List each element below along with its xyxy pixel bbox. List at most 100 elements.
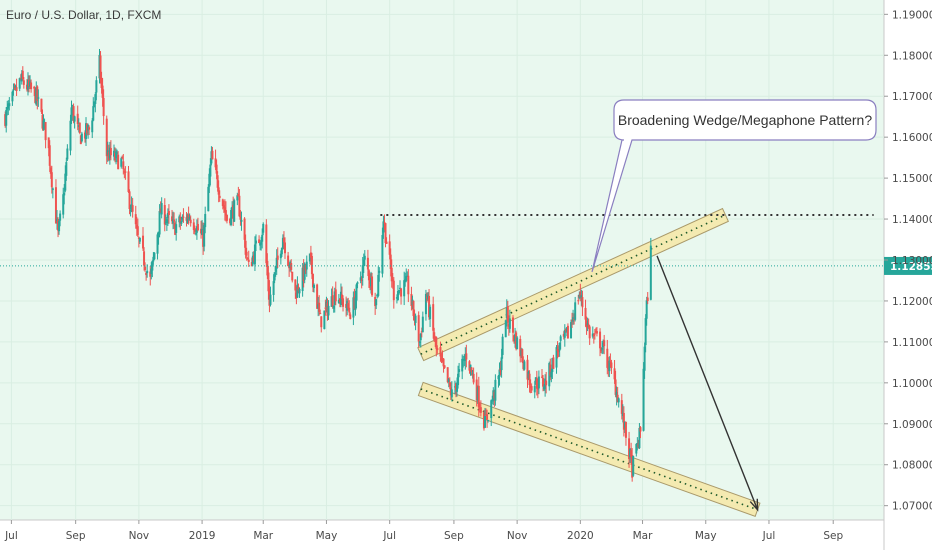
candle-body [251,255,254,265]
candle-body [585,320,588,328]
candle-body [642,368,645,431]
candle-body [98,54,101,79]
candle-body [210,151,213,164]
candle-body [600,347,603,352]
time-tick-label: Sep [823,530,843,542]
candle-body [346,300,349,311]
candle-body [446,367,449,383]
candle-body [288,265,291,269]
candle-body [494,379,497,401]
candle-body [159,208,162,213]
candle-body [308,253,311,262]
candle-body [239,216,242,220]
candle-body [610,362,613,369]
price-axis-background[interactable] [884,0,932,550]
time-tick-label: Mar [633,530,653,542]
callout-group[interactable]: Broadening Wedge/Megaphone Pattern? [591,99,877,273]
candle-body [533,386,536,393]
candle-body [246,258,249,260]
candle-body [144,266,147,271]
candle-body [424,293,427,315]
candle-body [225,214,228,221]
candle-body [178,216,181,223]
lower-channel-band[interactable] [417,381,761,517]
candle-body [79,135,82,145]
candle-body [599,331,602,349]
candle-body [490,400,493,419]
candle-body [595,331,598,334]
candle-body [427,295,430,299]
candle-body [224,210,227,216]
candle-body [536,386,539,390]
candle-body [214,158,217,168]
candle-body [584,307,587,320]
candle-body [477,385,480,408]
candle-body [134,214,137,225]
candle-body [180,221,183,224]
candle-body [603,340,606,347]
candle-body [116,152,119,154]
candle-body [218,195,221,199]
candle-body [617,398,620,403]
candle-body [472,373,475,383]
candle-body [594,331,597,333]
candle-body [145,272,148,276]
candle-body [360,279,363,281]
candle-body [505,307,508,319]
upper-channel-band-centerline [420,214,726,355]
candle-body [194,233,197,235]
candle-body [614,379,617,395]
candle-body [417,315,420,342]
candle-body [135,224,138,229]
projection-arrow[interactable] [656,255,759,511]
candle-body [231,206,234,212]
candle-body [115,151,118,159]
candle-body [399,287,402,290]
candle-body [609,361,612,363]
candle-body [41,114,44,129]
candle-body [313,284,316,289]
candle-body [333,291,336,305]
candle-body [245,251,248,256]
candle-body [606,348,609,368]
candle-body [601,348,604,350]
candle-body [276,255,279,260]
candle-body [203,225,206,247]
candle-body [273,272,276,281]
candle-body [291,271,294,281]
candle-body [338,298,341,303]
candle-body [303,263,306,280]
candle-body [419,333,422,341]
candle-body [479,407,482,413]
candle-body [342,298,345,307]
candle-body [78,122,81,134]
candle-body [586,323,589,326]
candle-body [152,256,155,262]
time-tick-label: Sep [66,530,86,542]
candle-body [514,334,517,342]
candle-body [549,364,552,376]
candle-body [646,297,649,302]
candle-body [192,222,195,231]
candle-body [73,116,76,122]
candle-body [294,279,297,291]
price-tick-label: 1.13000 [892,255,932,267]
candle-body [371,276,374,296]
candle-body [478,407,481,409]
candle-body [274,265,277,272]
time-tick-label: Sep [444,530,464,542]
candle-body [442,358,445,367]
callout-box[interactable] [591,99,877,273]
candle-body [491,399,494,402]
candle-body [497,375,500,380]
candle-body [114,152,117,161]
time-axis-background[interactable] [0,520,884,550]
candle-body [12,89,15,91]
time-tick-label: 2019 [189,530,216,542]
candle-body [391,279,394,281]
candle-body [122,161,125,170]
candle-body [165,219,168,224]
candle-body [83,132,86,139]
callout-text: Broadening Wedge/Megaphone Pattern? [618,112,872,128]
